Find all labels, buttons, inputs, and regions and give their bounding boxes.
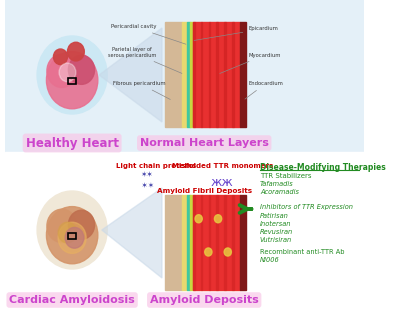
Circle shape — [68, 42, 84, 61]
Circle shape — [68, 210, 94, 239]
Bar — [182, 195, 186, 290]
Bar — [224, 22, 226, 127]
Bar — [209, 195, 210, 290]
Text: Pericardial cavity: Pericardial cavity — [111, 24, 186, 44]
Text: Cardiac Amyloidosis: Cardiac Amyloidosis — [9, 295, 135, 305]
Bar — [5, 0, 364, 152]
Polygon shape — [99, 28, 162, 122]
Text: Vutrisiran: Vutrisiran — [260, 237, 292, 243]
Text: Patirisan: Patirisan — [260, 213, 289, 219]
Bar — [165, 22, 182, 127]
Bar — [186, 22, 190, 127]
Circle shape — [47, 54, 77, 87]
Text: Misfolded TTR monomers: Misfolded TTR monomers — [172, 163, 273, 169]
Bar — [193, 195, 195, 290]
Text: Inotersan: Inotersan — [260, 221, 292, 227]
Text: NI006: NI006 — [260, 257, 280, 263]
Circle shape — [58, 222, 77, 243]
Bar — [216, 22, 218, 127]
Bar — [224, 195, 226, 290]
Text: TTR Stabilizers: TTR Stabilizers — [260, 173, 312, 179]
Bar — [5, 152, 364, 319]
Text: Acoramadis: Acoramadis — [260, 189, 299, 195]
Bar — [182, 22, 186, 127]
Bar — [165, 195, 182, 290]
Text: Healthy Heart: Healthy Heart — [26, 137, 119, 150]
Circle shape — [214, 215, 222, 223]
Bar — [190, 22, 193, 127]
Bar — [193, 22, 240, 127]
Text: жж: жж — [211, 175, 234, 189]
Bar — [186, 195, 190, 290]
Bar — [201, 195, 202, 290]
Circle shape — [54, 49, 68, 65]
Circle shape — [37, 191, 107, 269]
Text: Epicardium: Epicardium — [194, 26, 278, 41]
Text: Recombinant anti-TTR Ab: Recombinant anti-TTR Ab — [260, 249, 344, 255]
Circle shape — [46, 207, 98, 264]
Text: Endocardium: Endocardium — [245, 81, 283, 99]
Text: Normal Heart Layers: Normal Heart Layers — [140, 138, 269, 148]
Bar — [193, 22, 195, 127]
Bar — [232, 22, 234, 127]
Circle shape — [68, 55, 94, 84]
Circle shape — [46, 52, 98, 109]
Circle shape — [59, 63, 76, 82]
Bar — [240, 22, 246, 127]
Bar — [201, 22, 202, 127]
Text: Tafamadis: Tafamadis — [260, 181, 294, 187]
Circle shape — [195, 215, 202, 223]
Text: Light chain proteins: Light chain proteins — [116, 163, 196, 169]
Text: Amyloid Fibril Deposits: Amyloid Fibril Deposits — [157, 188, 252, 194]
Text: Inhibitors of TTR Expression: Inhibitors of TTR Expression — [260, 204, 353, 210]
Circle shape — [205, 248, 212, 256]
Bar — [240, 195, 246, 290]
Circle shape — [224, 248, 231, 256]
Circle shape — [65, 227, 84, 248]
Bar — [193, 195, 240, 290]
Text: Amyloid Deposits: Amyloid Deposits — [150, 295, 258, 305]
Circle shape — [58, 222, 86, 253]
Circle shape — [47, 209, 77, 242]
Polygon shape — [102, 188, 162, 278]
Bar — [232, 195, 234, 290]
Bar — [216, 195, 218, 290]
Text: Disease-Modifying Therapies: Disease-Modifying Therapies — [260, 163, 386, 172]
Text: Revusiran: Revusiran — [260, 229, 293, 235]
Bar — [190, 195, 193, 290]
Bar — [209, 22, 210, 127]
Circle shape — [37, 36, 107, 114]
Text: Myocardium: Myocardium — [220, 53, 281, 73]
Text: Parietal layer of
serous pericardium: Parietal layer of serous pericardium — [108, 47, 182, 73]
Text: ✶✶
 ✶✶: ✶✶ ✶✶ — [139, 171, 154, 191]
Text: Fibrous pericardium: Fibrous pericardium — [113, 81, 170, 100]
